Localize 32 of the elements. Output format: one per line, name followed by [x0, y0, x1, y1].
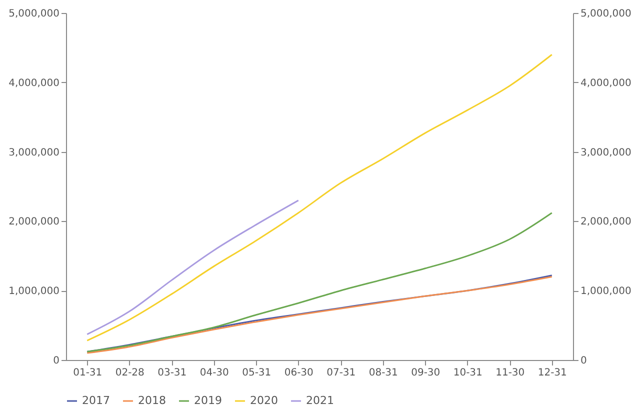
legend-label: 2020 — [250, 394, 278, 407]
x-tick-label: 08-31 — [368, 368, 398, 378]
x-tick-label: 09-30 — [411, 368, 440, 378]
legend-label: 2021 — [306, 394, 334, 407]
y-tick-label: 5,000,000 — [8, 8, 60, 20]
x-tick-label: 06-30 — [284, 368, 314, 378]
y2-tick-label: 3,000,000 — [580, 147, 632, 158]
y2-tick-label: 0 — [580, 356, 587, 366]
x-tick-label: 04-30 — [200, 368, 229, 378]
y2-tick-label: 2,000,000 — [580, 216, 632, 228]
x-tick-label: 07-31 — [326, 368, 356, 378]
x-tick-label: 12-31 — [538, 368, 567, 378]
line-series — [86, 200, 300, 336]
y2-tick-label: 4,000,000 — [580, 78, 632, 89]
y-tick-label: 0 — [53, 356, 60, 366]
x-tick-label: 03-31 — [158, 368, 187, 378]
line-series — [86, 212, 553, 352]
y-tick-label: 1,000,000 — [8, 286, 60, 298]
x-tick-label: 02-28 — [115, 368, 144, 378]
x-tick-label: 05-31 — [242, 368, 272, 378]
x-tick-label: 11-30 — [496, 368, 525, 378]
y2-tick-label: 1,000,000 — [580, 286, 632, 298]
legend-label: 2018 — [138, 394, 166, 407]
y2-tick-label: 5,000,000 — [580, 8, 632, 20]
y-tick-label: 2,000,000 — [8, 216, 60, 228]
y-tick-label: 3,000,000 — [8, 147, 60, 158]
line-series — [86, 54, 553, 342]
x-tick-label: 10-31 — [453, 368, 482, 378]
x-tick-label: 01-31 — [73, 368, 102, 378]
legend-label: 2019 — [194, 394, 222, 407]
legend-label: 2017 — [82, 394, 110, 407]
y-tick-label: 4,000,000 — [8, 78, 60, 89]
